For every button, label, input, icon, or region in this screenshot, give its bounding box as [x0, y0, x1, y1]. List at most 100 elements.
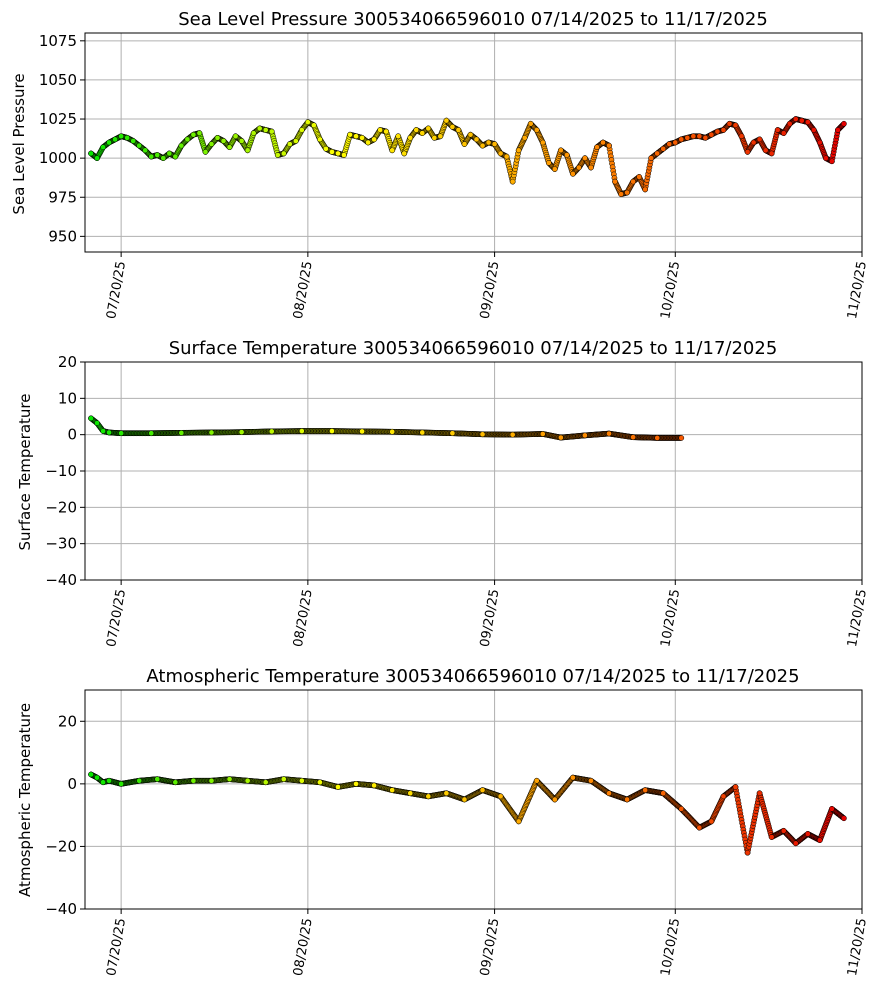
data-point — [768, 834, 775, 840]
data-point — [232, 133, 239, 140]
data-point — [208, 429, 215, 436]
data-point — [473, 136, 480, 143]
atmospheric-temperature-ylabel: Atmospheric Temperature — [16, 703, 34, 897]
data-point — [329, 428, 335, 434]
data-point — [431, 134, 438, 141]
data-point — [94, 774, 100, 781]
data-point — [708, 131, 715, 138]
data-point — [311, 122, 317, 129]
data-point — [100, 779, 106, 786]
data-point — [648, 155, 655, 161]
data-point — [136, 777, 143, 784]
data-point — [503, 153, 510, 160]
y-tick-label: −20 — [45, 837, 77, 855]
data-point — [298, 127, 305, 133]
data-point — [347, 131, 353, 138]
data-point — [124, 134, 131, 141]
data-point — [816, 139, 823, 146]
data-point — [298, 428, 305, 434]
data-point — [88, 415, 94, 422]
y-tick-label: 975 — [48, 188, 77, 206]
data-point — [268, 428, 275, 435]
data-point — [142, 147, 149, 154]
data-point — [100, 144, 106, 151]
data-point — [365, 139, 371, 146]
data-point — [744, 149, 751, 155]
data-point — [262, 779, 269, 786]
data-point — [841, 120, 847, 127]
data-point — [214, 134, 221, 141]
data-point — [527, 120, 534, 127]
data-point — [720, 793, 727, 800]
y-tick-label: −30 — [45, 535, 77, 553]
data-point — [479, 431, 486, 438]
data-point — [582, 155, 588, 161]
data-point — [810, 127, 817, 133]
y-tick-label: −20 — [45, 498, 77, 516]
data-point — [196, 130, 203, 136]
y-tick-label: 10 — [58, 389, 77, 407]
data-point — [317, 779, 323, 786]
data-point — [202, 149, 209, 155]
y-axis: 950 975 1000 1025 1050 1075 — [39, 32, 85, 245]
data-point — [557, 147, 564, 154]
data-point — [317, 136, 323, 143]
data-point — [172, 153, 179, 160]
data-point — [720, 127, 727, 133]
data-point — [112, 136, 118, 143]
plot-area — [84, 32, 863, 253]
data-point — [841, 815, 847, 822]
data-point — [642, 186, 649, 193]
data-point — [250, 130, 257, 136]
data-point — [461, 796, 468, 803]
data-point — [551, 166, 558, 172]
data-point — [389, 787, 396, 793]
data-point — [792, 116, 799, 122]
data-point — [244, 777, 251, 784]
data-point — [335, 784, 341, 790]
data-point — [823, 155, 829, 161]
sea-level-pressure-ylabel: Sea Level Pressure — [10, 73, 28, 214]
data-point — [136, 142, 143, 149]
data-point — [509, 178, 516, 185]
data-point — [262, 127, 269, 133]
y-tick-label: 1025 — [39, 110, 77, 128]
data-point — [557, 434, 564, 441]
data-point — [94, 420, 100, 426]
data-point — [377, 127, 383, 133]
y-tick-label: 950 — [48, 227, 77, 245]
data-point — [280, 150, 287, 157]
data-point — [88, 150, 94, 157]
data-point — [208, 777, 215, 784]
data-point — [274, 152, 281, 158]
data-point — [280, 776, 287, 783]
surface-temperature-panel: Surface Temperature 300534066596010 07/1… — [16, 338, 870, 648]
data-point — [829, 158, 835, 165]
data-point — [389, 147, 396, 154]
data-point — [804, 831, 811, 837]
sea-level-pressure-title: Sea Level Pressure 300534066596010 07/14… — [178, 9, 768, 30]
data-point — [118, 781, 124, 787]
data-point — [238, 429, 245, 435]
data-point — [606, 142, 612, 149]
data-point — [425, 793, 432, 800]
data-point — [148, 153, 155, 160]
data-point — [678, 136, 685, 143]
data-point — [630, 178, 636, 185]
data-point — [130, 138, 137, 144]
data-point — [660, 790, 667, 797]
data-point — [335, 150, 341, 157]
data-point — [419, 429, 426, 436]
data-point — [106, 139, 112, 146]
data-point — [690, 133, 697, 140]
data-point — [353, 133, 359, 140]
data-point — [88, 771, 94, 778]
data-point — [154, 776, 161, 783]
data-point — [491, 141, 498, 147]
data-point — [672, 139, 679, 146]
data-point — [756, 136, 763, 143]
data-point — [292, 138, 299, 144]
data-point — [353, 781, 359, 787]
data-point — [178, 430, 185, 436]
data-point — [786, 120, 793, 127]
